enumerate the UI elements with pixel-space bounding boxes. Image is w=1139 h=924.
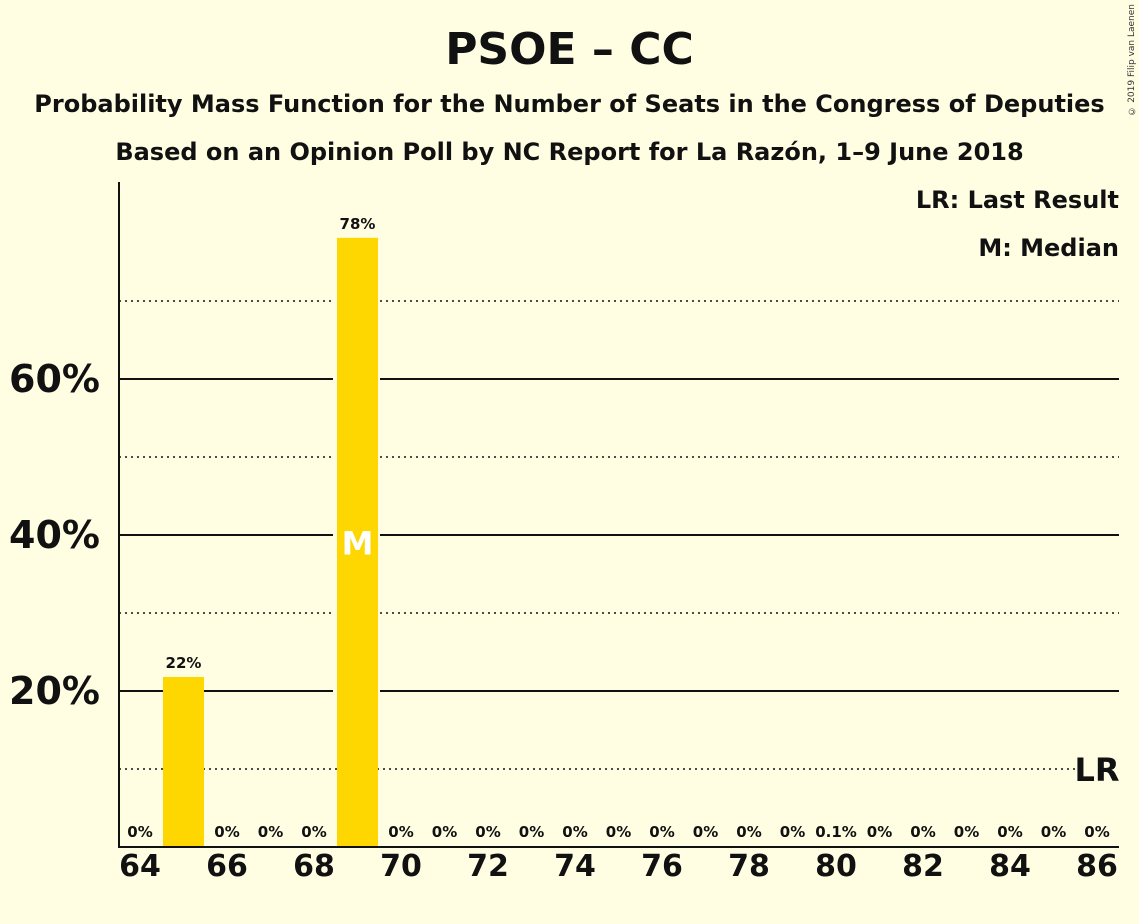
x-tick-label: 74 — [554, 849, 596, 884]
legend-last-result: LR: Last Result — [915, 186, 1119, 214]
bar-seat-65 — [163, 676, 204, 847]
value-label: 0% — [127, 823, 152, 841]
value-label: 0% — [954, 823, 979, 841]
value-label: 0% — [606, 823, 631, 841]
value-label: 0% — [1041, 823, 1066, 841]
value-label: 0% — [301, 823, 326, 841]
x-tick-label: 84 — [989, 849, 1031, 884]
x-tick-label: 86 — [1076, 849, 1118, 884]
chart-subtitle: Probability Mass Function for the Number… — [34, 90, 1105, 118]
value-label: 22% — [166, 654, 202, 672]
value-label: 0% — [475, 823, 500, 841]
x-tick-label: 78 — [728, 849, 770, 884]
x-tick-label: 70 — [380, 849, 422, 884]
chart-subtitle-source: Based on an Opinion Poll by NC Report fo… — [115, 138, 1024, 166]
value-label: 0% — [780, 823, 805, 841]
value-label: 0% — [910, 823, 935, 841]
legend-median: M: Median — [978, 234, 1119, 262]
chart-title: PSOE – CC — [445, 24, 694, 75]
x-tick-label: 64 — [119, 849, 161, 884]
x-tick-label: 76 — [641, 849, 683, 884]
y-tick-label: 20% — [9, 669, 100, 713]
value-label: 0.1% — [815, 823, 857, 841]
value-label: 0% — [258, 823, 283, 841]
x-tick-label: 66 — [206, 849, 248, 884]
median-marker: M — [342, 524, 374, 562]
value-label: 0% — [214, 823, 239, 841]
y-tick-label: 40% — [9, 513, 100, 557]
x-tick-label: 80 — [815, 849, 857, 884]
y-tick-label: 60% — [9, 357, 100, 401]
value-label: 0% — [693, 823, 718, 841]
value-label: 0% — [1084, 823, 1109, 841]
x-tick-label: 82 — [902, 849, 944, 884]
value-label: 0% — [432, 823, 457, 841]
bar-seat-69 — [337, 237, 378, 847]
value-label: 0% — [388, 823, 413, 841]
value-label: 0% — [736, 823, 761, 841]
value-label: 78% — [340, 215, 376, 233]
value-label: 0% — [867, 823, 892, 841]
last-result-marker: LR — [1074, 751, 1119, 789]
value-label: 0% — [519, 823, 544, 841]
value-label: 0% — [649, 823, 674, 841]
value-label: 0% — [997, 823, 1022, 841]
x-tick-label: 68 — [293, 849, 335, 884]
value-label: 0% — [562, 823, 587, 841]
x-tick-label: 72 — [467, 849, 509, 884]
